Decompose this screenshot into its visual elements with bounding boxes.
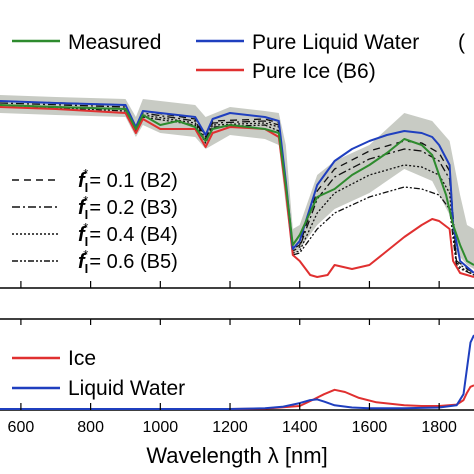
x-tick-label: 1400 <box>282 419 318 436</box>
top-legend: Measured Pure Liquid Water ( Pure Ice (B… <box>12 31 465 83</box>
x-tick-label: 800 <box>77 419 104 436</box>
legend-label-liquid-water: Pure Liquid Water <box>252 31 419 54</box>
x-tick-label: 1600 <box>352 419 388 436</box>
x-tick-label: 1200 <box>212 419 248 436</box>
series-pure-liquid-water <box>0 100 474 274</box>
x-ticks: 600 800 1000 1200 1400 1600 1800 <box>8 281 457 436</box>
lower-panel: 600 800 1000 1200 1400 1600 1800 Ice Liquid Wa… <box>0 281 474 468</box>
uncertainty-band-layer <box>0 95 474 269</box>
inset-legend-label: fI*= 0.1 (B2) <box>78 166 178 195</box>
inset-legend-label: fI*= 0.2 (B3) <box>78 193 178 222</box>
x-tick-label: 600 <box>8 419 35 436</box>
legend-label-pure-ice: Pure Ice (B6) <box>252 60 376 83</box>
legend-label-liquid: Liquid Water <box>68 377 185 400</box>
upper-panel: Measured Pure Liquid Water ( Pure Ice (B… <box>0 31 474 289</box>
legend-label-measured: Measured <box>68 31 161 54</box>
lower-series-layer <box>0 334 474 410</box>
series-b5 <box>0 104 474 276</box>
upper-series-layer <box>0 100 474 278</box>
series-liquid-water <box>0 334 474 410</box>
lower-legend: Ice Liquid Water <box>12 347 185 400</box>
uncertainty-band <box>0 95 474 269</box>
inset-legend-label: fI*= 0.6 (B5) <box>78 247 178 276</box>
series-ice <box>0 384 474 410</box>
legend-label-clipped: ( <box>458 31 465 54</box>
x-axis-label: Wavelength λ [nm] <box>146 443 327 468</box>
legend-label-ice: Ice <box>68 347 96 370</box>
series-measured <box>0 104 474 266</box>
x-tick-label: 1000 <box>143 419 179 436</box>
inset-legend-label: fI*= 0.4 (B4) <box>78 220 178 249</box>
mixture-legend: fI*= 0.1 (B2)fI*= 0.2 (B3)fI*= 0.4 (B4)f… <box>12 166 178 276</box>
x-tick-label: 1800 <box>421 419 457 436</box>
series-pure-ice-b6- <box>0 106 474 278</box>
